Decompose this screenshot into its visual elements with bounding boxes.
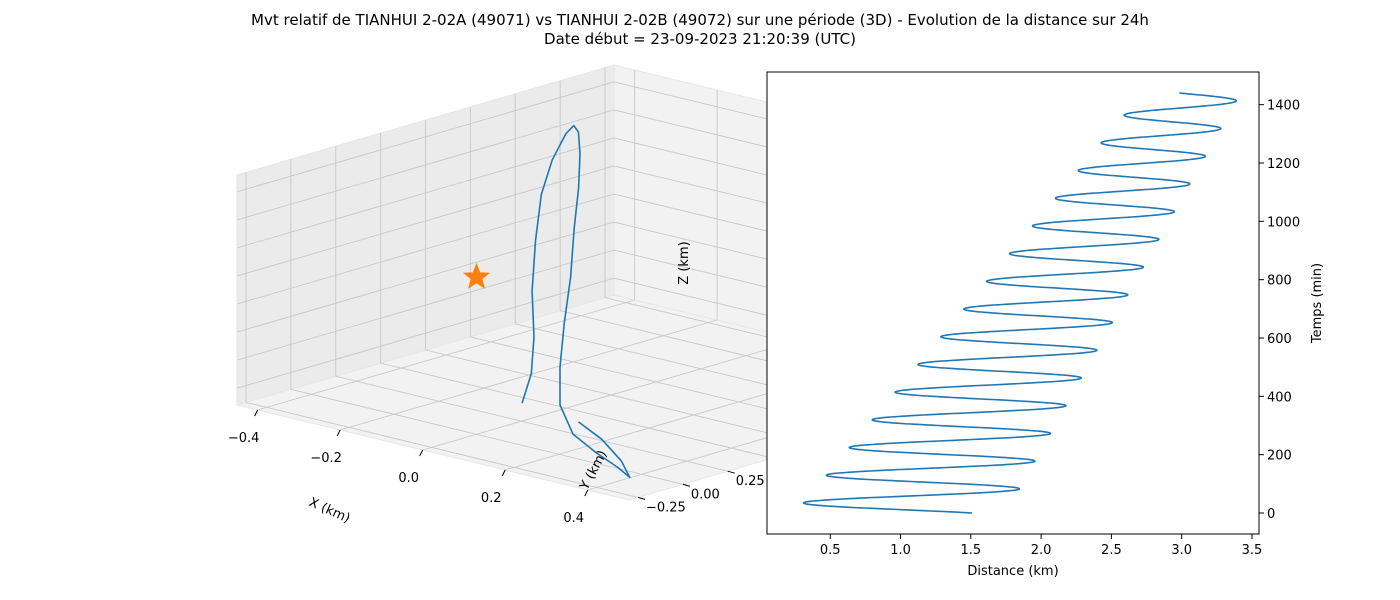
x-tick-label: 0.5 xyxy=(820,543,841,558)
z-gridline xyxy=(236,277,615,389)
y-gridline xyxy=(425,349,818,446)
y-gridline xyxy=(335,375,728,472)
x-tick-label: 0.2 xyxy=(481,491,502,506)
x-tick-label: 0.4 xyxy=(563,511,584,526)
z-gridline xyxy=(236,137,615,249)
x-tick-label: 3.5 xyxy=(1242,543,1263,558)
figure-subtitle: Date début = 23-09-2023 21:20:39 (UTC) xyxy=(544,30,856,48)
distance-line xyxy=(802,92,1238,514)
y-tick-mark xyxy=(727,470,735,474)
y-gridline xyxy=(380,362,773,459)
y-tick-label: 0.00 xyxy=(691,487,720,502)
x-tick-mark xyxy=(501,469,506,477)
y-tick-label: 400 xyxy=(1267,390,1292,405)
plot-frame xyxy=(766,71,1260,535)
y-tick-label: 800 xyxy=(1267,274,1292,289)
y-gridline xyxy=(245,401,639,498)
y-tick-mark xyxy=(637,496,646,500)
x-tick-mark xyxy=(336,429,341,437)
y-tick-label: 0.25 xyxy=(736,474,765,489)
y-tick-label: 600 xyxy=(1267,332,1292,347)
x-tick-label: −0.2 xyxy=(310,451,342,466)
y-axis-label: Temps (min) xyxy=(1310,263,1325,344)
plot-distance-vs-time: 0.5 1.0 1.5 2.0 2.5 3.0 3.5 0 200 400 600 800 1000 12… xyxy=(766,71,1325,579)
z-gridline xyxy=(236,249,615,361)
x-tick-label: 1.5 xyxy=(960,543,981,558)
z-gridline xyxy=(236,165,615,277)
x-tick-mark xyxy=(254,409,259,417)
z-gridline xyxy=(236,109,615,221)
x-tick-label: −0.4 xyxy=(228,431,260,446)
x-tick-label: 2.0 xyxy=(1031,543,1052,558)
y-tick-label: 1200 xyxy=(1267,157,1300,172)
x-tick-label: 2.5 xyxy=(1101,543,1122,558)
z-gridline xyxy=(236,193,615,305)
y-gridline xyxy=(290,388,683,485)
y-tick-mark xyxy=(682,483,690,487)
trajectory-line xyxy=(521,124,631,479)
z-axis-label: Z (km) xyxy=(677,241,692,284)
z-gridline xyxy=(236,81,615,193)
x-tick-mark xyxy=(419,449,424,457)
star-marker xyxy=(462,262,491,289)
y-tick-label: −0.25 xyxy=(646,500,686,515)
axes-ticks: 0.5 1.0 1.5 2.0 2.5 3.0 3.5 0 200 400 600 800 1000 12… xyxy=(820,99,1300,558)
distance-series xyxy=(802,92,1238,514)
z-gridline xyxy=(236,221,615,333)
y-tick-label: 0 xyxy=(1267,507,1275,522)
x-axis-label: X (km) xyxy=(307,495,353,526)
figure-title: Mvt relatif de TIANHUI 2-02A (49071) vs … xyxy=(251,11,1149,29)
x-tick-label: 0.0 xyxy=(398,471,419,486)
y-tick-label: 1000 xyxy=(1267,215,1300,230)
y-tick-label: 1400 xyxy=(1267,99,1300,114)
trajectory-series xyxy=(462,124,631,479)
x-tick-label: 3.0 xyxy=(1171,543,1192,558)
x-tick-label: 1.0 xyxy=(890,543,911,558)
x-tick-mark xyxy=(584,489,589,497)
x-axis-label: Distance (km) xyxy=(967,564,1058,579)
y-tick-label: 200 xyxy=(1267,449,1292,464)
